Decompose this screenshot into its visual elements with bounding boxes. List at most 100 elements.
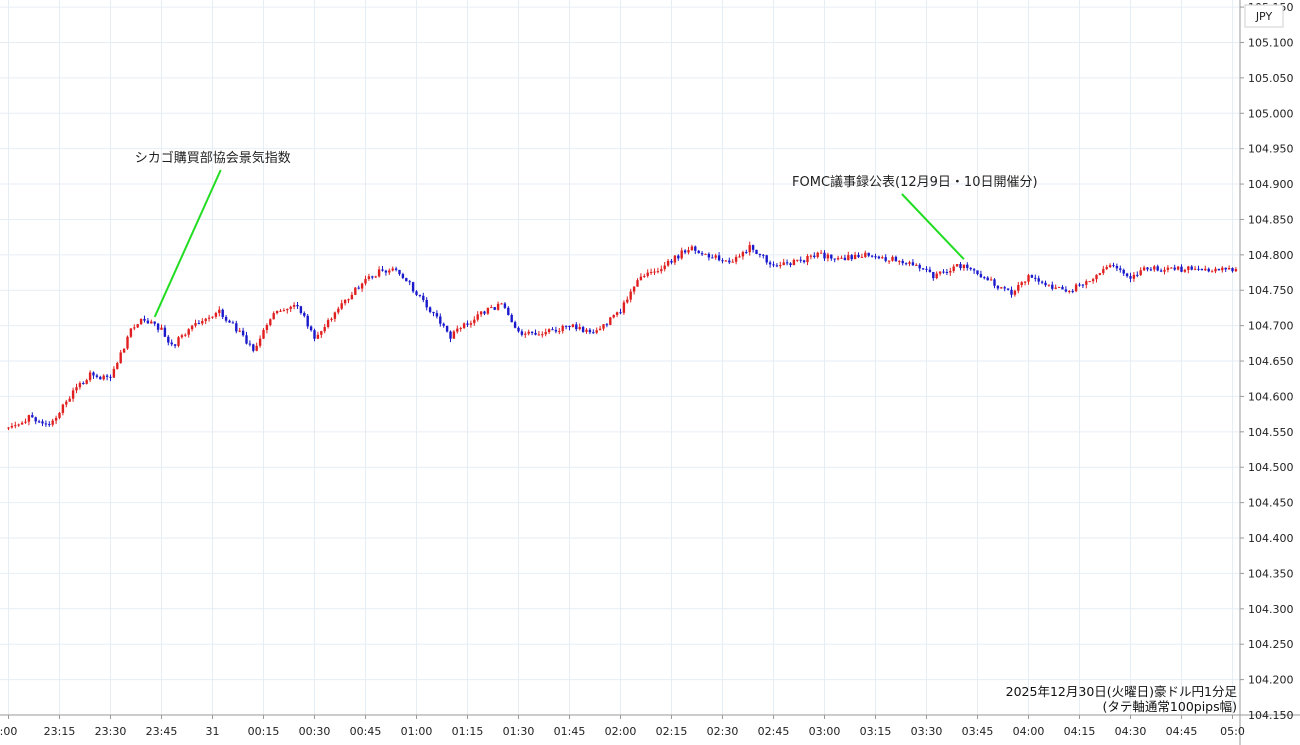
candle-body xyxy=(1068,291,1071,293)
candle-body xyxy=(1183,269,1187,272)
candle-body xyxy=(1146,267,1149,270)
candle-body xyxy=(255,345,258,351)
y-tick-label: 104.150 xyxy=(1248,709,1294,722)
candle-body xyxy=(238,330,241,332)
y-tick-label: 104.250 xyxy=(1248,638,1294,651)
candle-body xyxy=(377,269,381,277)
candle-body xyxy=(214,312,218,317)
candle-body xyxy=(235,323,238,332)
candle-body xyxy=(779,265,782,267)
candle-body xyxy=(245,335,248,344)
candle-body xyxy=(54,417,58,421)
candle-body xyxy=(224,316,228,321)
candle-body xyxy=(921,268,925,270)
candle-body xyxy=(194,323,197,326)
candle-body xyxy=(575,324,578,330)
candle-body xyxy=(323,326,326,332)
x-tick-label: 23:45 xyxy=(146,725,178,738)
candle-body xyxy=(537,334,541,336)
candle-body xyxy=(588,329,592,333)
candle-body xyxy=(551,329,554,331)
candle-body xyxy=(337,308,340,313)
candle-body xyxy=(275,310,279,314)
candle-body xyxy=(1057,286,1061,288)
candle-body xyxy=(269,319,272,326)
candle-body xyxy=(758,253,762,255)
candle-body xyxy=(99,376,102,380)
candle-body xyxy=(952,266,955,271)
y-tick-label: 104.350 xyxy=(1248,567,1294,580)
candle-body xyxy=(765,255,768,263)
candle-body xyxy=(687,250,690,253)
candle-body xyxy=(884,257,887,261)
candle-body xyxy=(717,255,721,261)
candle-body xyxy=(1187,266,1190,270)
candle-body xyxy=(894,256,898,262)
candle-body xyxy=(1115,265,1119,269)
candle-body xyxy=(119,352,122,364)
x-tick-label: 03:00 xyxy=(809,725,841,738)
candle-body xyxy=(666,260,670,266)
x-tick-label: 02:15 xyxy=(656,725,688,738)
candle-body xyxy=(360,283,364,289)
candle-body xyxy=(660,269,663,272)
candle-body xyxy=(252,344,255,351)
candle-body xyxy=(768,262,772,265)
x-tick-label: 23:15 xyxy=(44,725,76,738)
candle-body xyxy=(1193,268,1197,270)
candle-body xyxy=(1207,268,1210,272)
candle-body xyxy=(578,327,581,330)
y-tick-label: 104.300 xyxy=(1248,603,1294,616)
candle-body xyxy=(85,380,88,384)
candle-body xyxy=(27,415,31,422)
candle-body xyxy=(316,334,320,339)
candle-body xyxy=(340,303,343,309)
candle-body xyxy=(71,390,75,399)
candle-body xyxy=(507,307,510,315)
candle-body xyxy=(915,264,918,266)
candle-body xyxy=(31,415,34,418)
candle-body xyxy=(853,254,857,260)
candle-body xyxy=(364,278,367,284)
candle-body xyxy=(116,363,119,369)
chart-caption-line1: 2025年12月30日(火曜日)豪ドル円1分足 xyxy=(1006,684,1238,699)
candle-body xyxy=(1176,266,1180,270)
candle-body xyxy=(901,260,904,264)
x-tick-label: 03:30 xyxy=(911,725,943,738)
candle-body xyxy=(619,312,622,314)
candle-body xyxy=(649,272,653,274)
candle-body xyxy=(503,303,507,308)
candle-body xyxy=(82,383,85,385)
candle-body xyxy=(17,424,20,426)
candle-body xyxy=(1231,268,1234,272)
candle-body xyxy=(282,310,286,312)
candle-body xyxy=(1020,282,1023,285)
candle-body xyxy=(105,375,109,377)
x-tick-label: 04:30 xyxy=(1115,725,1147,738)
candle-body xyxy=(721,260,724,262)
candle-body xyxy=(898,260,901,262)
candle-body xyxy=(150,321,153,324)
candle-body xyxy=(367,276,371,279)
candle-body xyxy=(816,252,819,257)
candle-body xyxy=(1040,281,1044,283)
candle-body xyxy=(167,336,170,343)
candle-body xyxy=(112,368,116,378)
candle-body xyxy=(1095,274,1098,280)
candle-body xyxy=(843,257,847,261)
candle-body xyxy=(972,269,976,271)
candle-body xyxy=(1003,287,1006,289)
candle-body xyxy=(1197,268,1200,270)
candle-body xyxy=(656,271,660,273)
x-tick-label: 02:45 xyxy=(758,725,790,738)
candle-body xyxy=(381,269,384,271)
y-tick-label: 104.400 xyxy=(1248,532,1294,545)
candle-body xyxy=(734,256,738,262)
candle-body xyxy=(1210,271,1214,273)
candle-body xyxy=(231,322,235,324)
candle-body xyxy=(864,252,867,257)
candle-body xyxy=(694,246,697,251)
candle-body xyxy=(296,304,299,307)
candle-body xyxy=(473,319,476,324)
candle-body xyxy=(143,318,146,321)
